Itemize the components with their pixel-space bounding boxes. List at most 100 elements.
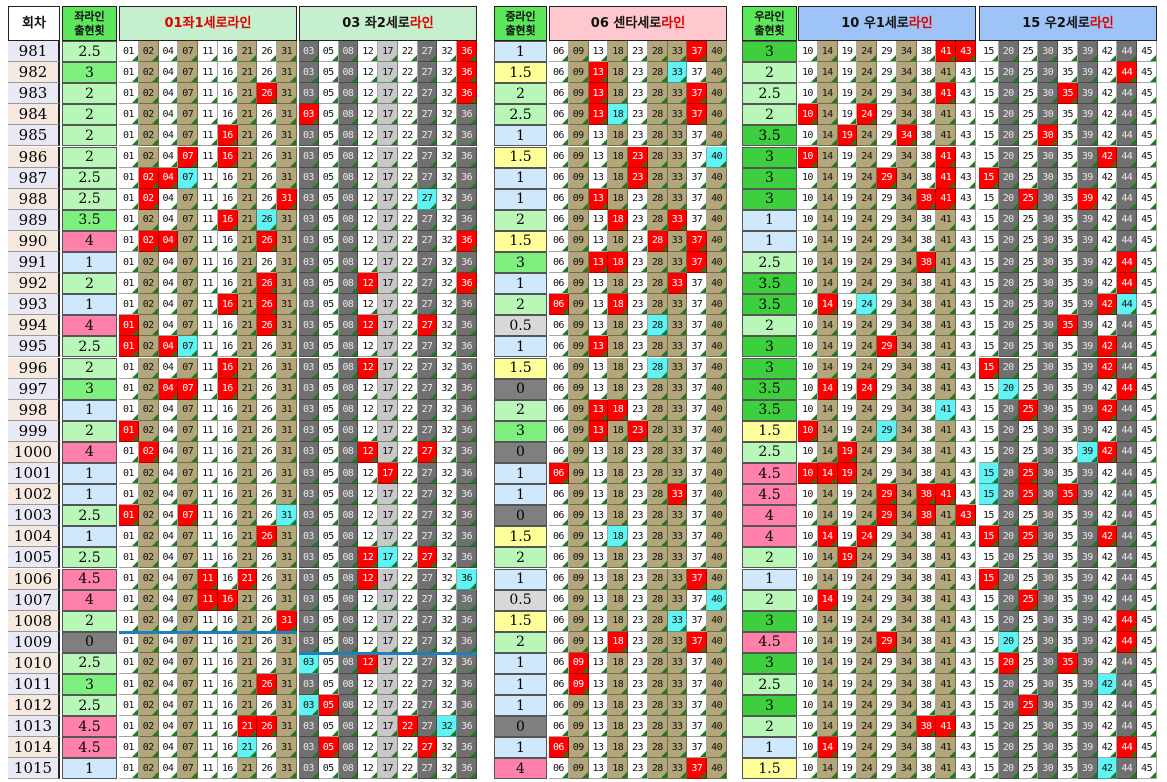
number-cell: 35 bbox=[1058, 589, 1078, 611]
number-cell: 19 bbox=[837, 695, 858, 717]
header-left-count[interactable]: 좌라인 출현횟 bbox=[62, 6, 117, 41]
number-cell: 31 bbox=[277, 378, 297, 400]
round-number[interactable]: 1012 bbox=[8, 695, 60, 717]
header-line-01[interactable]: 01좌1세로 라인 bbox=[119, 6, 297, 41]
header-center-count[interactable]: 중라인 출현횟 bbox=[494, 6, 547, 41]
number-cell: 06 bbox=[549, 273, 569, 295]
number-cell: 02 bbox=[138, 652, 159, 674]
round-number[interactable]: 999 bbox=[8, 420, 60, 442]
number-cell: 26 bbox=[257, 547, 278, 569]
round-number[interactable]: 1006 bbox=[8, 568, 60, 590]
round-number[interactable]: 1008 bbox=[8, 610, 60, 632]
round-number[interactable]: 987 bbox=[8, 167, 60, 189]
round-number[interactable]: 1010 bbox=[8, 652, 60, 674]
number-cell: 08 bbox=[338, 674, 359, 696]
number-cell: 13 bbox=[588, 674, 609, 696]
round-number[interactable]: 994 bbox=[8, 315, 60, 337]
round-number[interactable]: 986 bbox=[8, 146, 60, 168]
number-cell: 32 bbox=[437, 652, 458, 674]
round-number[interactable]: 998 bbox=[8, 399, 60, 421]
round-number[interactable]: 1013 bbox=[8, 716, 60, 738]
round-number[interactable]: 985 bbox=[8, 125, 60, 147]
number-cell: 03 bbox=[299, 315, 319, 337]
header-line-10[interactable]: 10 우1세로 라인 bbox=[798, 6, 976, 41]
round-number[interactable]: 1003 bbox=[8, 505, 60, 527]
center-count: 0 bbox=[494, 378, 547, 400]
number-cell: 07 bbox=[178, 104, 199, 126]
header-right-count[interactable]: 우라인 출현횟 bbox=[742, 6, 797, 41]
number-cell: 10 bbox=[798, 610, 818, 632]
number-cell: 34 bbox=[896, 62, 917, 84]
number-cell: 14 bbox=[817, 547, 838, 569]
number-cell: 39 bbox=[1077, 125, 1098, 147]
number-cell: 26 bbox=[257, 463, 278, 485]
round-number[interactable]: 996 bbox=[8, 357, 60, 379]
round-number[interactable]: 1011 bbox=[8, 674, 60, 696]
number-cell: 17 bbox=[378, 252, 398, 274]
number-cell: 28 bbox=[647, 146, 668, 168]
round-number[interactable]: 983 bbox=[8, 83, 60, 105]
number-cell: 40 bbox=[707, 526, 727, 548]
header-round[interactable]: 회차 bbox=[8, 6, 60, 41]
number-cell: 28 bbox=[647, 568, 668, 590]
number-cell: 37 bbox=[687, 167, 708, 189]
number-cell: 42 bbox=[1097, 41, 1118, 63]
round-number[interactable]: 989 bbox=[8, 209, 60, 231]
round-number[interactable]: 981 bbox=[8, 41, 60, 63]
number-cell: 30 bbox=[1038, 209, 1059, 231]
number-cell: 04 bbox=[158, 357, 179, 379]
round-number[interactable]: 1014 bbox=[8, 737, 60, 759]
round-number[interactable]: 992 bbox=[8, 273, 60, 295]
round-number[interactable]: 1002 bbox=[8, 484, 60, 506]
number-cell: 21 bbox=[237, 526, 258, 548]
number-cell: 45 bbox=[1137, 146, 1157, 168]
round-number[interactable]: 1015 bbox=[8, 758, 60, 780]
number-cell: 22 bbox=[397, 674, 418, 696]
number-cell: 27 bbox=[417, 188, 438, 210]
round-number[interactable]: 997 bbox=[8, 378, 60, 400]
round-number[interactable]: 988 bbox=[8, 188, 60, 210]
number-cell: 41 bbox=[936, 652, 957, 674]
number-cell: 44 bbox=[1117, 273, 1138, 295]
number-cell: 09 bbox=[568, 146, 589, 168]
number-cell: 01 bbox=[119, 589, 139, 611]
header-line-15[interactable]: 15 우2세로 라인 bbox=[979, 6, 1157, 41]
number-cell: 23 bbox=[628, 737, 648, 759]
number-cell: 42 bbox=[1097, 104, 1118, 126]
center-count: 0 bbox=[494, 505, 547, 527]
round-number[interactable]: 1005 bbox=[8, 547, 60, 569]
round-number[interactable]: 991 bbox=[8, 252, 60, 274]
number-cell: 35 bbox=[1058, 125, 1078, 147]
round-number[interactable]: 1004 bbox=[8, 526, 60, 548]
number-cell: 22 bbox=[397, 547, 418, 569]
number-cell: 41 bbox=[936, 209, 957, 231]
number-cell: 05 bbox=[318, 737, 339, 759]
number-cell: 14 bbox=[817, 41, 838, 63]
header-line-06[interactable]: 06 센타세로 라인 bbox=[549, 6, 727, 41]
number-cell: 43 bbox=[956, 230, 976, 252]
number-cell: 38 bbox=[916, 315, 937, 337]
number-cell: 22 bbox=[397, 568, 418, 590]
number-cell: 03 bbox=[299, 610, 319, 632]
center-count: 2 bbox=[494, 631, 547, 653]
number-cell: 30 bbox=[1038, 104, 1059, 126]
round-number[interactable]: 1007 bbox=[8, 589, 60, 611]
number-cell: 32 bbox=[437, 505, 458, 527]
number-cell: 35 bbox=[1058, 315, 1078, 337]
number-cell: 45 bbox=[1137, 716, 1157, 738]
round-number[interactable]: 990 bbox=[8, 230, 60, 252]
number-cell: 09 bbox=[568, 294, 589, 316]
round-number[interactable]: 984 bbox=[8, 104, 60, 126]
header-line-03[interactable]: 03 좌2세로 라인 bbox=[299, 6, 477, 41]
round-number[interactable]: 1009 bbox=[8, 631, 60, 653]
round-number[interactable]: 1000 bbox=[8, 441, 60, 463]
number-cell: 29 bbox=[877, 463, 897, 485]
round-number[interactable]: 995 bbox=[8, 336, 60, 358]
number-cell: 07 bbox=[178, 484, 199, 506]
round-number[interactable]: 982 bbox=[8, 62, 60, 84]
round-number[interactable]: 993 bbox=[8, 294, 60, 316]
number-cell: 12 bbox=[358, 188, 379, 210]
round-number[interactable]: 1001 bbox=[8, 463, 60, 485]
number-cell: 02 bbox=[138, 505, 159, 527]
number-cell: 43 bbox=[956, 737, 976, 759]
